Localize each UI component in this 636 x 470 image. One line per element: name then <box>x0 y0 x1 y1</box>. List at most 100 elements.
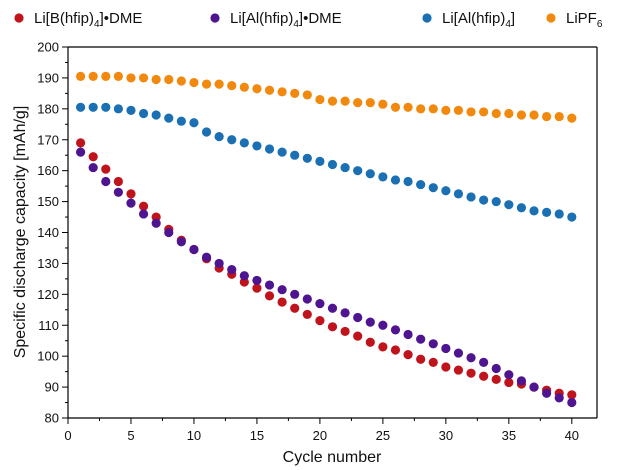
data-point <box>378 342 388 352</box>
data-point <box>151 110 161 120</box>
x-tick-label: 35 <box>502 428 516 443</box>
legend-item-1: Li[B(hfip)4]•DME <box>14 10 142 30</box>
data-point <box>201 79 212 89</box>
data-point <box>75 71 86 81</box>
x-tick-label: 10 <box>187 428 201 443</box>
data-point <box>138 201 149 211</box>
y-tick-label: 110 <box>38 318 59 333</box>
y-tick-label: 120 <box>37 287 59 302</box>
data-point <box>214 79 224 89</box>
y-tick-label: 90 <box>45 380 59 395</box>
data-point <box>340 326 350 337</box>
data-point <box>239 271 249 281</box>
data-point <box>453 348 464 358</box>
x-axis-title: Cycle number <box>283 449 382 466</box>
data-point <box>252 275 262 286</box>
data-point <box>542 207 552 218</box>
data-point <box>365 317 375 327</box>
y-tick-label: 200 <box>37 40 59 55</box>
data-point <box>113 71 123 81</box>
data-point <box>428 339 438 349</box>
data-point <box>554 209 564 219</box>
data-point <box>264 85 275 95</box>
data-point <box>428 357 438 367</box>
data-point <box>403 350 413 360</box>
data-point <box>403 176 413 187</box>
data-point <box>126 198 136 208</box>
y-ticks: 80 90 100 110 120 130 140 150 160 170 180 190 200 <box>37 40 68 426</box>
data-point <box>416 334 426 344</box>
data-point <box>491 196 501 207</box>
data-point <box>315 316 325 326</box>
data-point <box>466 353 476 363</box>
data-point <box>277 147 287 157</box>
data-point <box>554 393 564 403</box>
data-point <box>290 303 300 313</box>
data-point <box>302 90 312 100</box>
data-point <box>315 94 325 105</box>
data-point <box>88 162 98 173</box>
data-point <box>164 227 174 238</box>
data-point <box>151 74 161 85</box>
data-point <box>327 159 338 170</box>
data-point <box>479 195 489 205</box>
series-4-points <box>75 71 577 123</box>
data-point <box>542 388 552 398</box>
data-point <box>138 209 149 219</box>
data-point <box>189 77 199 88</box>
data-point <box>302 153 312 163</box>
y-tick-label: 130 <box>37 256 59 271</box>
data-point <box>264 280 275 290</box>
data-point <box>340 162 350 173</box>
data-point <box>378 172 388 182</box>
series-1-points <box>75 138 577 400</box>
data-point <box>277 297 287 307</box>
y-tick-label: 140 <box>37 225 59 240</box>
legend-marker <box>546 13 556 23</box>
data-point <box>479 357 489 367</box>
data-point <box>390 345 401 355</box>
data-point <box>138 73 149 83</box>
legend-marker <box>422 13 432 23</box>
data-point <box>176 76 186 86</box>
data-point <box>176 237 186 247</box>
y-tick-label: 100 <box>37 349 59 364</box>
legend-item-3: Li[Al(hfip)4] <box>422 10 515 30</box>
data-point <box>113 187 123 197</box>
data-point <box>75 102 86 112</box>
data-point <box>113 104 123 114</box>
data-point <box>101 71 111 81</box>
data-point <box>113 176 123 187</box>
data-point <box>428 183 438 193</box>
x-tick-label: 40 <box>565 428 579 443</box>
data-point <box>327 96 338 106</box>
data-point <box>567 113 577 123</box>
data-point <box>491 108 501 119</box>
data-point <box>441 186 451 196</box>
data-point <box>101 164 111 174</box>
y-axis-title: Specific discharge capacity [mAh/g] <box>12 106 29 359</box>
data-point <box>353 331 363 341</box>
data-point <box>529 206 539 216</box>
data-point <box>390 102 401 112</box>
legend-label: Li[Al(hfip)4] <box>442 10 515 30</box>
legend-label: Li[Al(hfip)4]•DME <box>230 10 342 30</box>
data-point <box>504 108 514 119</box>
data-point <box>126 189 136 199</box>
data-point <box>88 152 98 162</box>
data-point <box>453 365 464 375</box>
x-ticks: 0 5 10 15 20 25 30 35 40 <box>64 418 579 443</box>
data-point <box>453 105 464 115</box>
data-point <box>201 127 212 137</box>
data-point <box>227 265 237 275</box>
data-point <box>315 156 325 166</box>
data-point <box>491 363 501 374</box>
data-point <box>353 98 363 108</box>
data-point <box>164 74 174 85</box>
data-point <box>88 102 98 112</box>
data-point <box>567 212 577 222</box>
data-point <box>277 285 287 295</box>
data-point <box>214 258 224 269</box>
data-point <box>365 169 375 179</box>
